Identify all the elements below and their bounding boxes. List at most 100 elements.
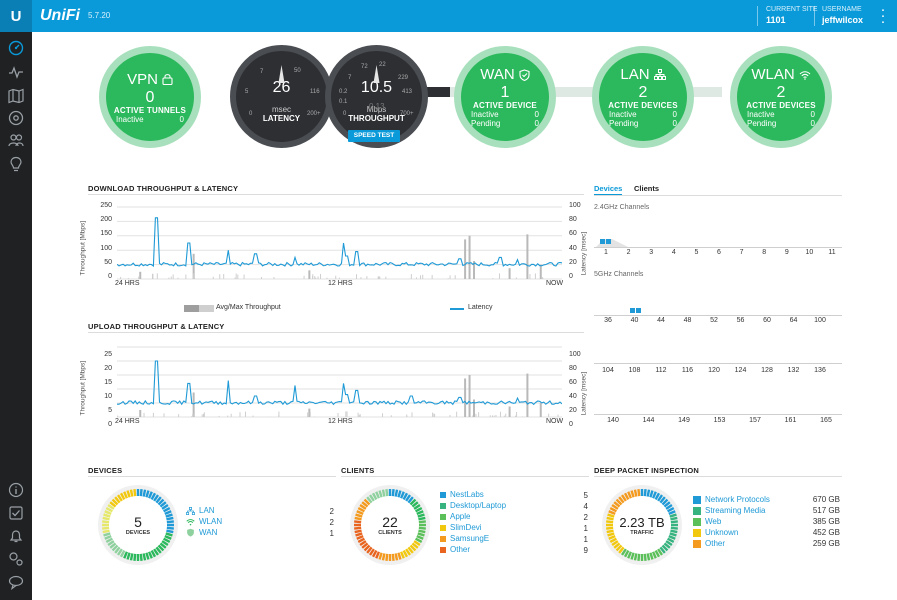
throughput-bar <box>227 415 229 417</box>
wan-count: 1 <box>500 84 510 101</box>
ghz24-title: 2.4GHz Channels <box>594 204 650 211</box>
throughput-bar <box>252 415 254 417</box>
throughput-bar <box>382 413 384 417</box>
donut-segment <box>633 489 638 497</box>
ubiquiti-logo-icon[interactable]: U <box>0 0 32 32</box>
ghz24-channel: 4 <box>671 249 676 256</box>
chat-icon[interactable] <box>8 574 24 591</box>
donut-segment <box>356 510 364 516</box>
donut-segment <box>102 516 110 521</box>
wan-pending-row: Pending 0 <box>471 119 539 128</box>
statistics-icon[interactable] <box>8 64 24 80</box>
donut-segment <box>114 546 121 554</box>
dpi-legend-item[interactable]: Streaming Media <box>693 506 765 515</box>
clients-legend-item[interactable]: SlimDevi <box>440 523 482 532</box>
speed-test-button[interactable]: SPEED TEST <box>348 130 400 142</box>
wlan-label: ACTIVE DEVICES <box>746 101 816 110</box>
throughput-bar <box>172 274 174 279</box>
wlan-bubble[interactable]: WLAN 2 ACTIVE DEVICES Inactive 0 Pending 0 <box>730 46 832 148</box>
devices-total-label: DEVICES <box>125 530 151 536</box>
ghz24-device-marker <box>606 239 611 244</box>
donut-segment <box>105 506 113 513</box>
wan-bubble[interactable]: WAN 1 ACTIVE DEVICE Inactive 0 Pending 0 <box>454 46 556 148</box>
ghz5-channel: 128 <box>761 367 773 374</box>
lan-bubble[interactable]: LAN 2 ACTIVE DEVICES Inactive 0 Pending 0 <box>592 46 694 148</box>
devices-donut[interactable]: 5 DEVICES <box>95 482 181 568</box>
tasks-icon[interactable] <box>8 505 24 521</box>
throughput-scale: 700+ <box>400 111 414 117</box>
donut-segment <box>111 544 119 552</box>
more-menu-icon[interactable]: · · · <box>880 1 886 30</box>
device-icon <box>440 524 446 531</box>
throughput-bar <box>454 275 456 279</box>
ghz5-channel: 153 <box>713 417 726 424</box>
donut-segment <box>165 513 173 518</box>
dpi-legend-item[interactable]: Network Protocols <box>693 495 770 504</box>
throughput-bar <box>473 399 475 417</box>
donut-segment <box>643 553 647 561</box>
latency-unit: msec <box>271 104 292 114</box>
throughput-bar <box>503 415 505 417</box>
donut-segment <box>607 513 615 518</box>
header-divider <box>757 6 758 26</box>
donut-inner <box>359 494 421 556</box>
throughput-bar <box>315 277 317 279</box>
latency-line <box>117 217 562 268</box>
dpi-donut[interactable]: 2.23 TB TRAFFIC <box>599 482 685 568</box>
dpi-legend-item[interactable]: Web <box>693 517 721 526</box>
donut-segment <box>153 548 159 556</box>
download-y-tick-right: 60 <box>569 230 577 238</box>
donut-segment <box>157 544 165 552</box>
donut-segment <box>637 553 641 561</box>
donut-segment <box>611 540 619 546</box>
clients-legend-item[interactable]: Other <box>440 545 470 554</box>
donut-segment <box>661 498 669 506</box>
clients-legend-item[interactable]: Apple <box>440 512 470 521</box>
map-icon[interactable] <box>8 88 24 104</box>
throughput-bar <box>542 277 544 279</box>
latency-gauge[interactable]: 26 msec LATENCY 7 50 5 0 116 200+ <box>230 45 333 148</box>
donut-segment <box>609 537 617 544</box>
upload-chart[interactable] <box>117 344 562 420</box>
throughput-bar <box>449 414 451 417</box>
throughput-gauge[interactable]: 10.5 0.13 Mbps THROUGHPUT 72 22 7 229 0.… <box>325 45 428 148</box>
donut-segment <box>356 534 364 540</box>
clients-icon[interactable] <box>8 132 24 148</box>
clients-legend-item[interactable]: SamsungE <box>440 534 489 543</box>
clients-donut[interactable]: 22 CLIENTS <box>347 482 433 568</box>
clients-legend-label: Desktop/Laptop <box>450 501 507 510</box>
settings-icon[interactable] <box>8 551 24 567</box>
ghz24-device-marker <box>600 239 605 244</box>
donut-segment <box>415 506 423 513</box>
clients-legend-item[interactable]: Desktop/Laptop <box>440 501 506 510</box>
alerts-icon[interactable] <box>8 528 24 544</box>
donut-segment <box>165 532 173 537</box>
current-site-value[interactable]: 1101 <box>766 15 786 25</box>
dashboard-icon[interactable] <box>8 40 24 56</box>
devices-legend-wan[interactable]: WAN <box>186 528 217 537</box>
donut-segment <box>142 553 147 561</box>
donut-segment <box>354 520 362 524</box>
donut-segment <box>375 551 381 559</box>
tab-clients[interactable]: Clients <box>634 184 660 193</box>
dpi-legend-item[interactable]: Other <box>693 539 725 548</box>
upload-x-start: 24 HRS <box>115 418 140 425</box>
tab-devices[interactable]: Devices <box>594 184 623 195</box>
devices-icon[interactable] <box>8 110 24 126</box>
donut-segment <box>417 513 425 518</box>
download-chart[interactable] <box>117 204 562 282</box>
username-value[interactable]: jeffwilcox <box>822 15 864 25</box>
clients-donut-ring <box>350 485 430 565</box>
info-icon[interactable] <box>8 482 24 498</box>
vpn-bubble[interactable]: VPN 0 ACTIVE TUNNELS Inactive 0 <box>99 46 201 148</box>
devices-legend-lan[interactable]: LAN <box>186 506 215 515</box>
dpi-legend-item[interactable]: Unknown <box>693 528 738 537</box>
throughput-gauge-needle <box>373 65 380 83</box>
donut-segment <box>405 494 411 502</box>
devices-legend-wlan[interactable]: WLAN <box>186 517 222 526</box>
clients-total-label: CLIENTS <box>378 530 402 536</box>
clients-legend-item[interactable]: NestLabs <box>440 490 484 499</box>
clients-legend-label: Other <box>450 545 471 554</box>
upload-y-tick-right: 80 <box>569 365 577 372</box>
insights-icon[interactable] <box>8 156 24 172</box>
